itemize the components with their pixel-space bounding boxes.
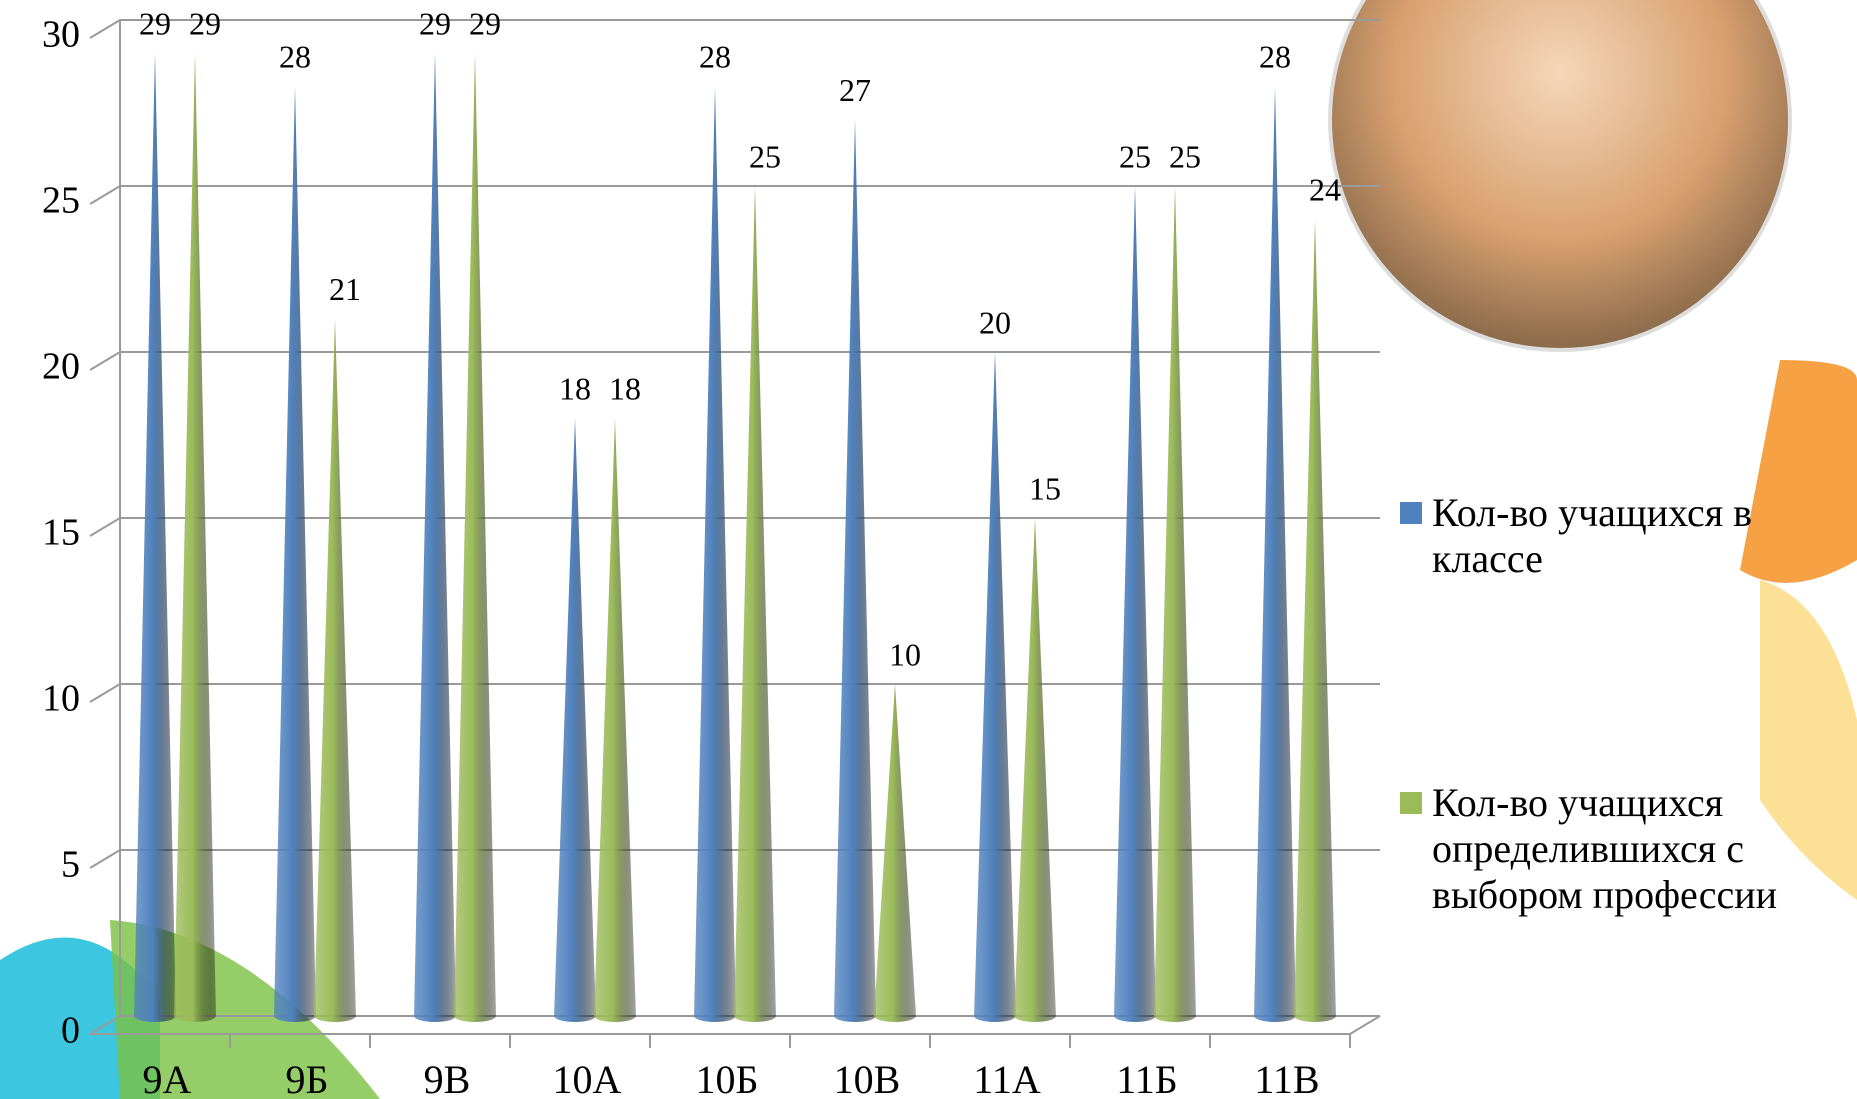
data-label: 15 — [1029, 470, 1061, 506]
legend-item: Кол-во учащихся определившихся с выбором… — [1400, 780, 1840, 918]
data-label: 25 — [1169, 138, 1201, 174]
x-tick-label: 10А — [553, 1057, 622, 1099]
photo — [1328, 0, 1792, 352]
cone — [734, 186, 776, 1022]
data-label: 29 — [419, 6, 451, 42]
legend-swatch — [1400, 502, 1422, 524]
grid-line — [89, 19, 1380, 39]
cone — [314, 318, 356, 1022]
data-label: 21 — [329, 271, 361, 307]
data-label: 25 — [749, 138, 781, 174]
x-tick-label: 9В — [424, 1057, 471, 1099]
cone — [554, 418, 596, 1022]
legend-label: Кол-во учащихся определившихся с выбором… — [1432, 780, 1778, 917]
cone — [694, 86, 736, 1022]
x-tick-label: 10В — [834, 1057, 901, 1099]
cone — [834, 119, 876, 1023]
data-label: 18 — [609, 371, 641, 407]
data-label: 10 — [889, 636, 921, 672]
cone — [1114, 186, 1156, 1022]
cone — [274, 86, 316, 1022]
decor — [1740, 360, 1857, 583]
cone — [414, 53, 456, 1022]
data-label: 20 — [979, 304, 1011, 340]
legend-item: Кол-во учащихся в классе — [1400, 490, 1840, 582]
data-label: 29 — [469, 6, 501, 42]
cone — [454, 53, 496, 1022]
y-tick-label: 5 — [61, 844, 80, 886]
cone — [1254, 86, 1296, 1022]
x-tick-label: 9Б — [286, 1057, 329, 1099]
data-label: 29 — [139, 6, 171, 42]
cone — [974, 352, 1016, 1022]
data-label: 28 — [699, 39, 731, 75]
data-label: 27 — [839, 72, 871, 108]
legend-swatch — [1400, 792, 1422, 814]
x-tick-label: 11А — [973, 1057, 1041, 1099]
cone — [1294, 219, 1336, 1022]
cone — [174, 53, 216, 1022]
x-tick-label: 10Б — [696, 1057, 759, 1099]
y-tick-label: 30 — [42, 14, 80, 56]
y-tick-label: 10 — [42, 678, 80, 720]
data-label: 18 — [559, 371, 591, 407]
data-label: 29 — [189, 6, 221, 42]
grid-line — [89, 351, 1380, 371]
y-tick-label: 0 — [61, 1010, 80, 1052]
x-tick-label: 11В — [1254, 1057, 1319, 1099]
legend-label: Кол-во учащихся в классе — [1432, 490, 1753, 581]
y-tick-label: 25 — [42, 180, 80, 222]
y-tick-label: 20 — [42, 346, 80, 388]
cone — [134, 53, 176, 1022]
x-tick-label: 9А — [143, 1057, 192, 1099]
cone — [874, 684, 916, 1022]
data-label: 28 — [1259, 39, 1291, 75]
y-tick-label: 15 — [42, 512, 80, 554]
cone — [1154, 186, 1196, 1022]
data-label: 24 — [1309, 172, 1341, 208]
decor — [1760, 580, 1857, 900]
cone — [1014, 518, 1056, 1022]
x-tick-label: 11Б — [1116, 1057, 1177, 1099]
grid-line — [89, 517, 1380, 537]
cone — [594, 418, 636, 1022]
grid-line — [89, 185, 1380, 205]
data-label: 25 — [1119, 138, 1151, 174]
data-label: 28 — [279, 39, 311, 75]
